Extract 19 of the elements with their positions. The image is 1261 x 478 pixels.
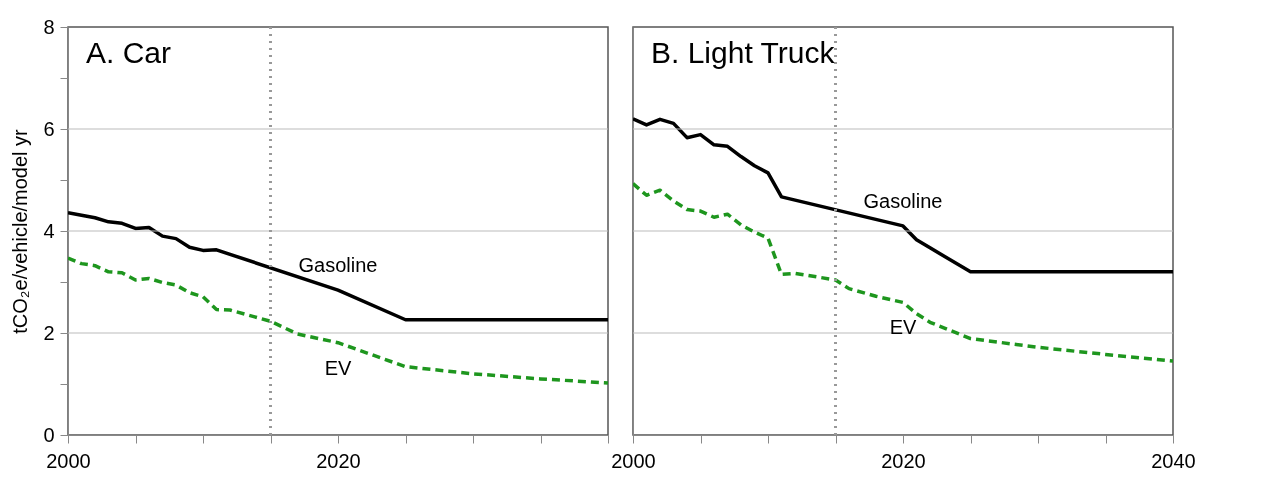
y-tick-label: 8 — [43, 15, 55, 38]
line-series — [68, 210, 608, 322]
line-series — [68, 256, 608, 385]
x-tick-label: 2000 — [46, 449, 91, 472]
x-tick-label: 2000 — [611, 449, 656, 472]
y-tick-label: 0 — [43, 423, 55, 446]
y-tick-label: 6 — [43, 117, 55, 140]
x-tick-label: 2020 — [881, 449, 926, 472]
y-tick-label: 4 — [43, 219, 55, 242]
x-tick-label: 2040 — [1151, 449, 1196, 472]
chart-title: A. Car — [86, 36, 172, 69]
series-label: Gasoline — [863, 189, 943, 212]
chart-title: B. Light Truck — [651, 36, 836, 69]
series-label: EV — [324, 356, 352, 379]
x-tick-label: 2020 — [316, 449, 361, 472]
y-tick-label: 2 — [43, 321, 55, 344]
y-axis-title: tCO₂e/vehicle/model yr — [9, 128, 32, 334]
series-label: EV — [889, 316, 917, 339]
series-label: Gasoline — [298, 254, 378, 277]
